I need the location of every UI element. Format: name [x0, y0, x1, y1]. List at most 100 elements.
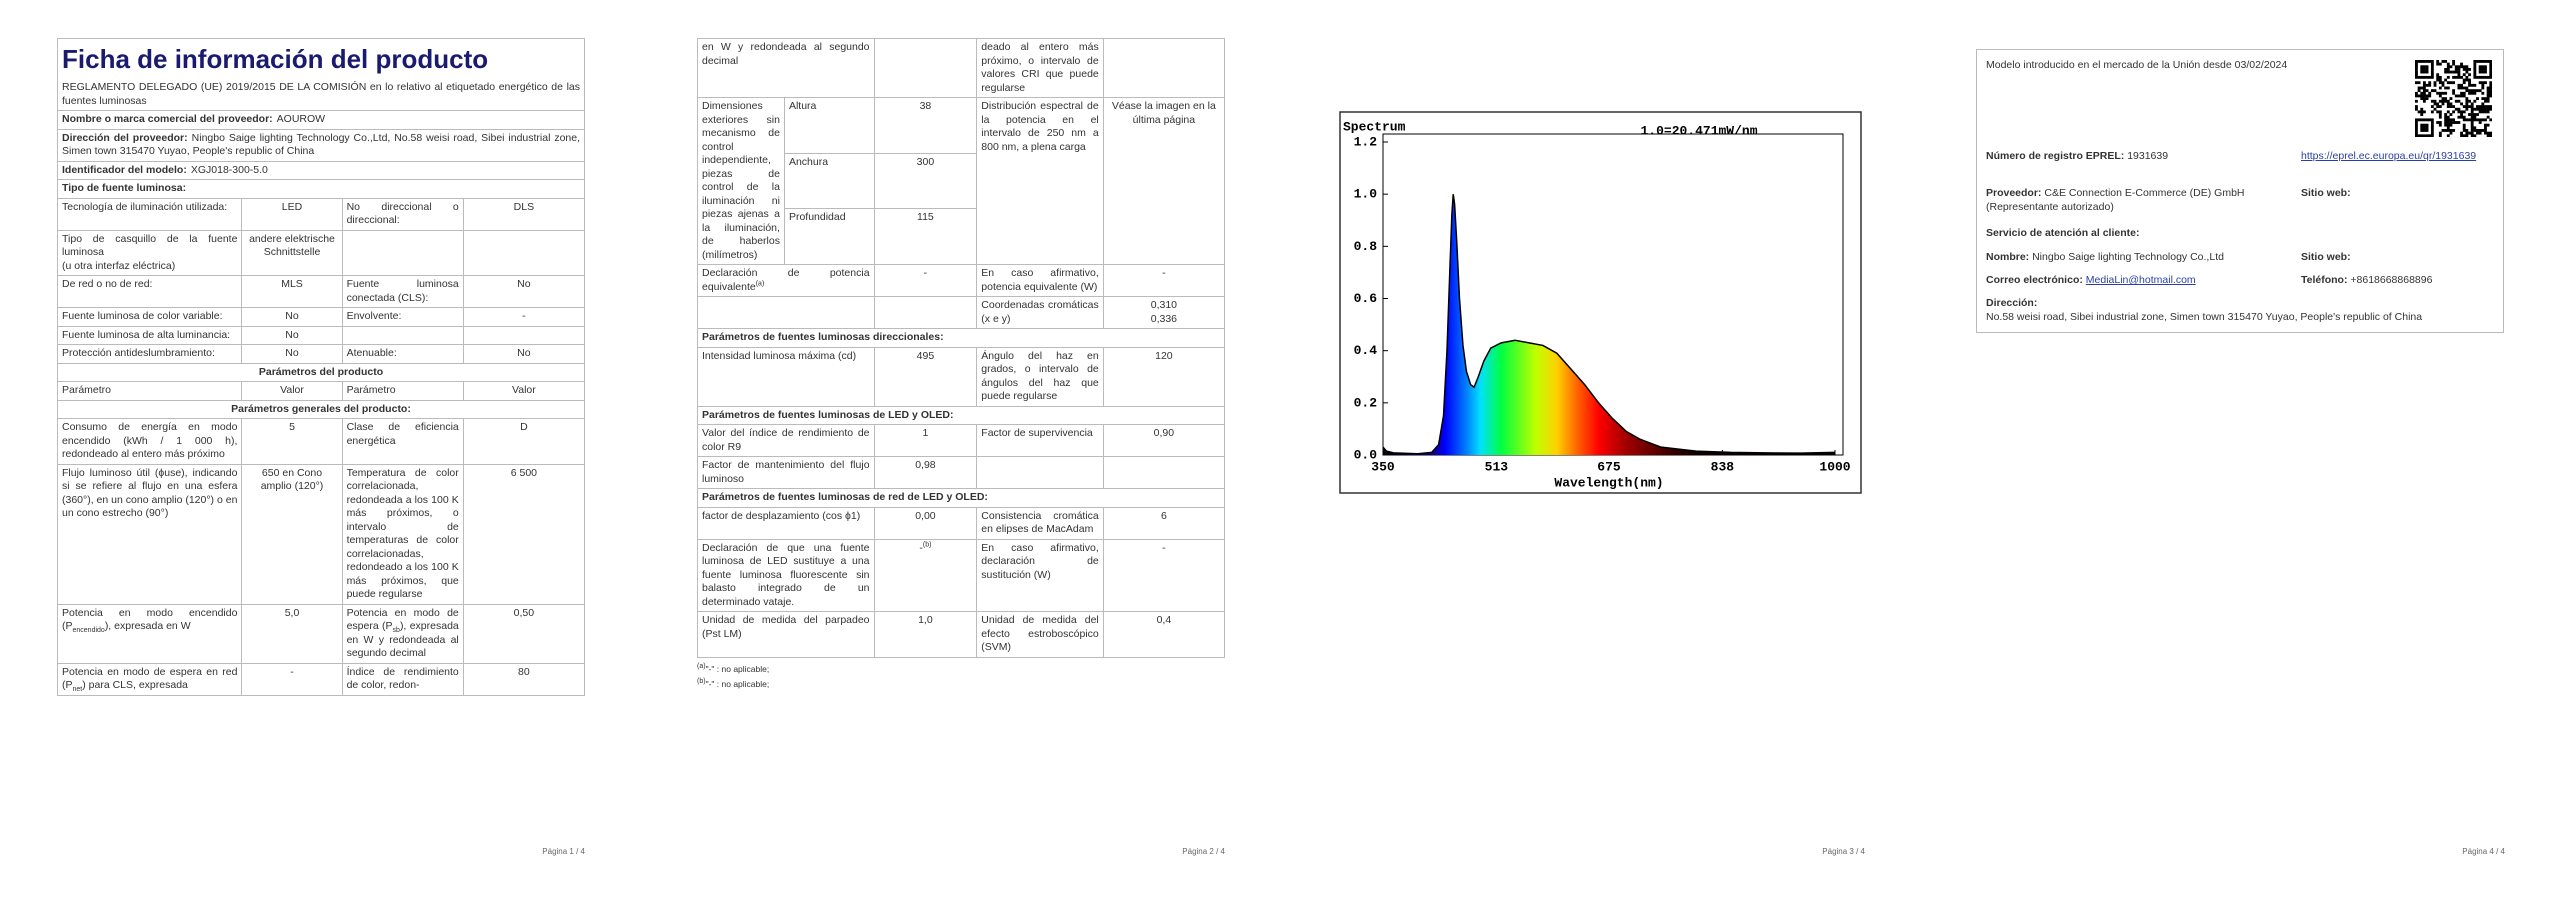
qr-module	[2462, 73, 2466, 77]
qr-module	[2436, 75, 2440, 79]
qr-module	[2470, 89, 2474, 93]
table-cell	[341, 229, 464, 276]
qr-module	[2476, 118, 2479, 122]
qr-module	[2481, 60, 2485, 63]
value: AOUROW	[276, 113, 326, 125]
table-cell	[697, 296, 875, 329]
qr-module	[2486, 60, 2490, 63]
qr-module	[2470, 107, 2474, 111]
table-cell: Dimensiones exteriores sin mecanismo de …	[697, 97, 785, 265]
qr-module	[2478, 129, 2482, 132]
qr-module	[2422, 75, 2426, 79]
qr-module	[2430, 89, 2434, 93]
qr-module	[2430, 118, 2434, 122]
row: en W y redondeada al segundo decimal dead…	[697, 38, 1225, 98]
label: Proveedor:	[1986, 187, 2042, 199]
x-tick-label: 838	[1711, 459, 1735, 474]
qr-module	[2444, 99, 2448, 103]
qr-module	[2454, 70, 2458, 74]
qr-module	[2422, 94, 2426, 98]
qr-module	[2415, 131, 2418, 135]
row: Consumo de energía en modo encendido (kW…	[57, 418, 585, 465]
qr-module	[2420, 118, 2424, 122]
table-cell: De red o no de red:	[57, 275, 243, 308]
value: XGJ018-300-5.0	[190, 163, 268, 176]
qr-module	[2489, 131, 2492, 135]
qr-module	[2449, 113, 2453, 116]
table-cell	[976, 456, 1104, 489]
qr-module	[2446, 118, 2450, 122]
qr-module	[2468, 89, 2471, 93]
row: Tipo de fuente luminosa:	[57, 179, 585, 199]
table-cell: Valor	[241, 381, 343, 401]
table-cell: 650 en Cono amplio (120°)	[241, 463, 343, 605]
qr-module	[2449, 129, 2453, 132]
qr-module	[2462, 126, 2466, 130]
qr-module	[2415, 129, 2418, 132]
row: Parámetro Valor Parámetro Valor	[57, 381, 585, 401]
qr-module	[2438, 94, 2442, 98]
qr-module	[2425, 75, 2429, 79]
table-cell: No	[241, 307, 343, 327]
qr-module	[2478, 89, 2482, 93]
qr-module	[2449, 118, 2453, 122]
page-4-box: Modelo introducido en el mercado de la U…	[1976, 49, 2504, 333]
row: Valor del índice de rendimiento de color…	[697, 424, 1225, 457]
chart-annotation: 1.0=20.471mW/nm	[1640, 123, 1757, 138]
table-cell: deado al entero más próximo, o intervalo…	[976, 38, 1104, 98]
qr-module	[2441, 60, 2445, 63]
qr-module	[2438, 115, 2442, 119]
qr-module	[2420, 65, 2424, 69]
qr-module	[2422, 67, 2426, 71]
qr-module	[2462, 134, 2466, 137]
qr-module	[2468, 73, 2471, 77]
notes: (a)"-" : no aplicable; (b)"-" : no aplica…	[697, 662, 1225, 692]
qr-module	[2484, 129, 2487, 132]
qr-module	[2465, 131, 2469, 135]
qr-module	[2484, 110, 2487, 114]
table-cell: 1,0	[873, 611, 978, 658]
qr-module	[2473, 73, 2477, 77]
eprel-link[interactable]: https://eprel.ec.europa.eu/qr/1931639	[2301, 150, 2477, 162]
qr-module	[2441, 91, 2445, 95]
qr-module	[2425, 65, 2429, 69]
qr-module	[2438, 75, 2442, 79]
table-cell: factor de desplazamiento (cos ϕ1)	[697, 506, 875, 540]
qr-module	[2430, 126, 2434, 130]
qr-module	[2462, 91, 2466, 95]
qr-module	[2486, 110, 2490, 114]
table-cell: No	[462, 344, 585, 364]
qr-module	[2425, 83, 2429, 87]
qr-module	[2460, 113, 2463, 116]
qr-module	[2446, 99, 2450, 103]
qr-module	[2433, 83, 2437, 87]
qr-module	[2489, 70, 2492, 74]
qr-module	[2420, 126, 2424, 130]
value: 1931639	[2127, 150, 2169, 162]
y-tick-label: 0.4	[1354, 343, 1378, 358]
table-cell: Distribución espectral de la potencia en…	[976, 97, 1104, 265]
superscript: (b)	[922, 541, 932, 548]
qr-module	[2457, 99, 2461, 103]
table-cell: 0,50	[462, 603, 585, 664]
qr-module	[2486, 89, 2490, 93]
table-cell: Identificador del modelo: XGJ018-300-5.0	[57, 160, 585, 180]
qr-module	[2433, 89, 2437, 93]
qr-module	[2422, 86, 2426, 90]
label: Teléfono:	[2301, 274, 2348, 286]
qr-module	[2478, 67, 2482, 71]
email-link[interactable]: MediaLin@hotmail.com	[2085, 274, 2196, 286]
table-cell: Fuente luminosa de color variable:	[57, 307, 243, 327]
qr-module	[2420, 110, 2424, 114]
qr-module	[2484, 67, 2487, 71]
qr-module	[2473, 118, 2477, 122]
qr-module	[2417, 60, 2421, 63]
qr-module	[2415, 70, 2418, 74]
table-cell: 5,0	[241, 603, 343, 664]
label: Identificador del modelo:	[62, 163, 187, 176]
table-cell: Nombre o marca comercial del proveedor: A…	[57, 110, 585, 130]
table-cell: Índice de rendimiento de color, redon-	[341, 662, 464, 696]
y-tick-label: 0.2	[1354, 395, 1378, 410]
qr-module	[2478, 105, 2482, 108]
qr-module	[2465, 65, 2469, 69]
